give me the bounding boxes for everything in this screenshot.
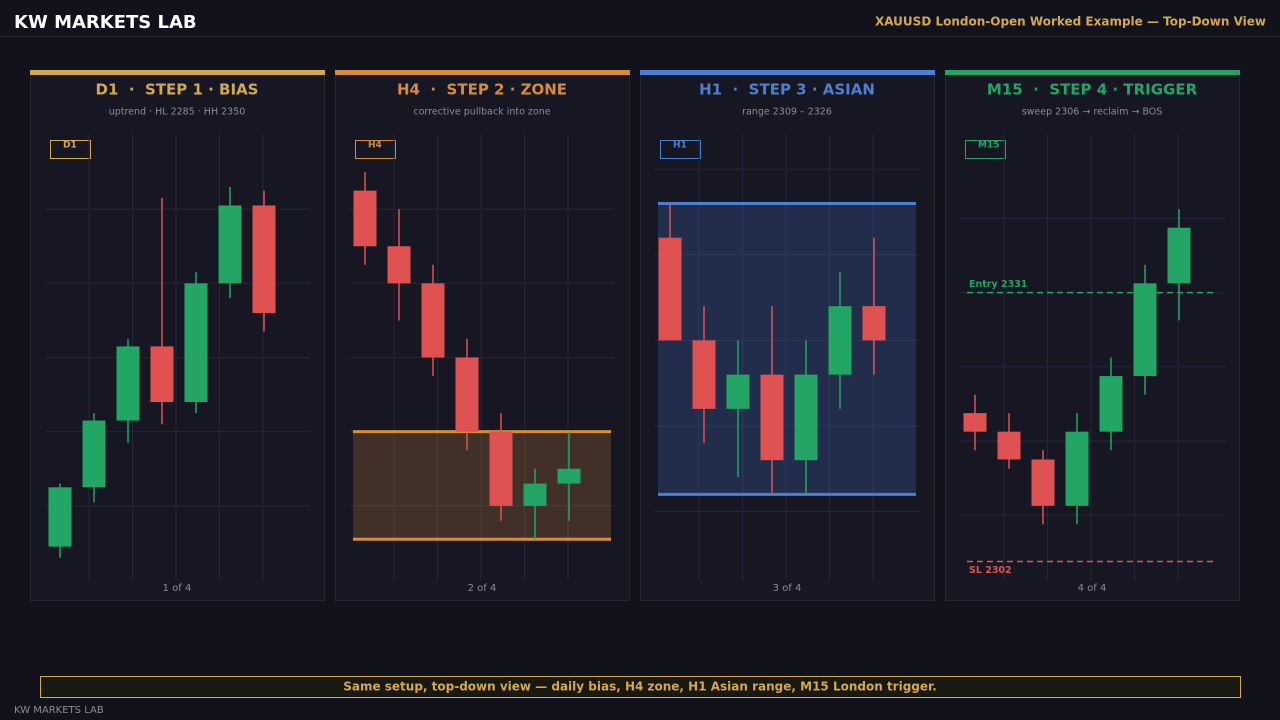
level-label: Entry 2331: [969, 279, 1027, 290]
badge: H1: [673, 141, 687, 151]
candle-body: [523, 483, 547, 506]
panel-accent: [640, 70, 935, 75]
badge: D1: [63, 141, 77, 151]
brand: KW MARKETS LAB: [14, 12, 197, 33]
panel-footer: 4 of 4: [1078, 583, 1107, 594]
candle-body: [692, 340, 716, 409]
panel-title: H4 · STEP 2 · ZONE: [397, 81, 567, 99]
caption-box: [40, 676, 1241, 698]
panel-footer: 3 of 4: [773, 583, 802, 594]
candle-body: [828, 306, 852, 375]
panel-title: D1 · STEP 1 · BIAS: [96, 81, 259, 99]
candle-body: [1065, 431, 1089, 506]
panel-footer: 2 of 4: [468, 583, 497, 594]
candle-body: [116, 346, 140, 421]
panel-title: H1 · STEP 3 · ASIAN: [699, 81, 875, 99]
candle-body: [82, 420, 106, 488]
badge-box: [50, 140, 91, 159]
level-label: SL 2302: [969, 565, 1012, 576]
candle-body: [421, 283, 445, 358]
panel-accent: [30, 70, 325, 75]
candle-body: [150, 346, 174, 402]
panel-accent: [945, 70, 1240, 75]
badge-box: [355, 140, 396, 159]
panel-subtitle: range 2309 – 2326: [742, 107, 832, 118]
candle-body: [353, 190, 377, 247]
candle-body: [455, 357, 479, 432]
candle-body: [252, 205, 276, 313]
candle-body: [658, 237, 682, 341]
candle-body: [557, 468, 581, 484]
panel-footer: 1 of 4: [163, 583, 192, 594]
candle-body: [997, 431, 1021, 460]
candle-body: [48, 487, 72, 547]
footer: KW MARKETS LAB: [14, 705, 104, 716]
badge-box: [965, 140, 1006, 159]
panel-title: M15 · STEP 4 · TRIGGER: [987, 81, 1198, 99]
candle-body: [218, 205, 242, 284]
candle-body: [794, 374, 818, 461]
panel-accent: [335, 70, 630, 75]
caption: Same setup, top-down view — daily bias, …: [343, 680, 937, 694]
panel-subtitle: corrective pullback into zone: [413, 107, 550, 118]
zone-box: [353, 431, 611, 540]
candle-body: [963, 413, 987, 432]
badge-box: [660, 140, 701, 159]
candle-body: [1133, 283, 1157, 377]
candle-body: [1031, 459, 1055, 506]
candle-body: [387, 246, 411, 284]
header-title: XAUUSD London-Open Worked Example — Top-…: [875, 15, 1266, 29]
panel-subtitle: sweep 2306 → reclaim → BOS: [1022, 107, 1163, 118]
candle-body: [760, 374, 784, 461]
candle-body: [184, 283, 208, 402]
candle-body: [1167, 227, 1191, 284]
candle-body: [489, 431, 513, 506]
candle-body: [726, 374, 750, 409]
panel-subtitle: uptrend · HL 2285 · HH 2350: [109, 107, 246, 118]
candle-body: [1099, 376, 1123, 432]
candle-body: [862, 306, 886, 341]
badge: H4: [368, 141, 382, 151]
badge: M15: [978, 141, 999, 151]
